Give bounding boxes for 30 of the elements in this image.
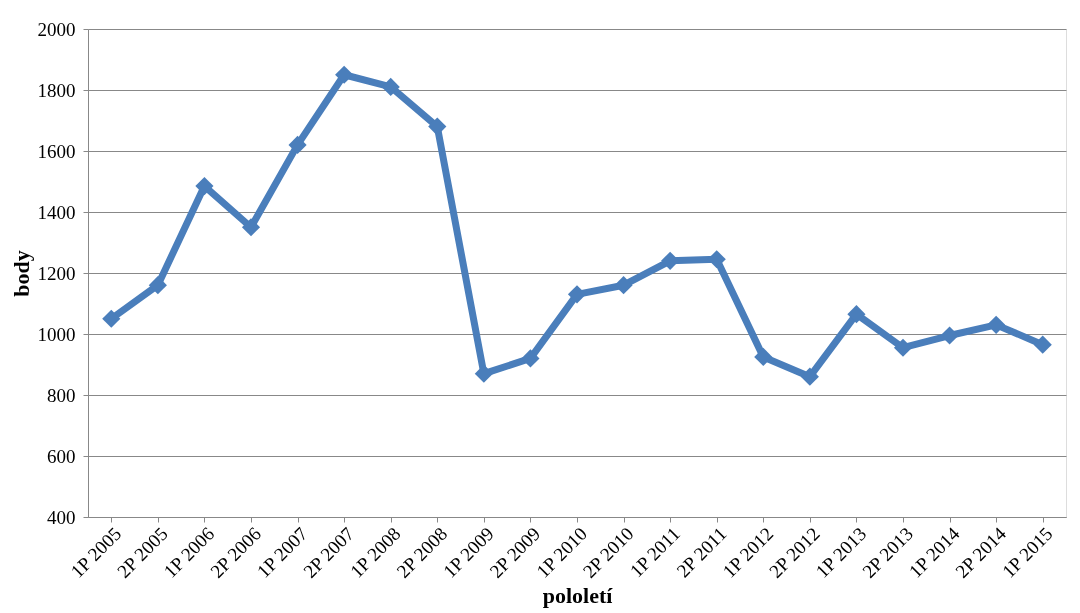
point	[614, 276, 633, 295]
y-axis-title: body	[8, 250, 34, 297]
point	[754, 347, 773, 366]
point	[1033, 335, 1052, 354]
point	[987, 315, 1006, 334]
y-tick-label: 1400	[37, 201, 76, 223]
x-axis-title: pololetí	[542, 583, 614, 609]
y-tick-label: 1200	[37, 262, 76, 284]
point	[102, 309, 121, 328]
y-tick-label: 1600	[37, 140, 76, 162]
point	[847, 305, 866, 324]
point	[893, 338, 913, 357]
point	[940, 326, 959, 345]
point	[148, 276, 167, 295]
point	[241, 218, 261, 237]
y-tick-label: 400	[47, 506, 76, 528]
point	[288, 135, 307, 154]
point	[800, 367, 819, 386]
point	[521, 349, 540, 368]
point	[381, 77, 400, 97]
y-tick-label: 1800	[37, 79, 76, 101]
y-tick-label: 600	[47, 445, 76, 467]
y-tick-label: 2000	[37, 18, 76, 40]
point	[195, 176, 214, 196]
point	[567, 285, 587, 304]
point	[428, 117, 447, 136]
point	[474, 364, 493, 383]
point	[335, 65, 354, 84]
y-tick-label: 800	[47, 384, 76, 406]
y-tick-label: 1000	[37, 323, 76, 345]
